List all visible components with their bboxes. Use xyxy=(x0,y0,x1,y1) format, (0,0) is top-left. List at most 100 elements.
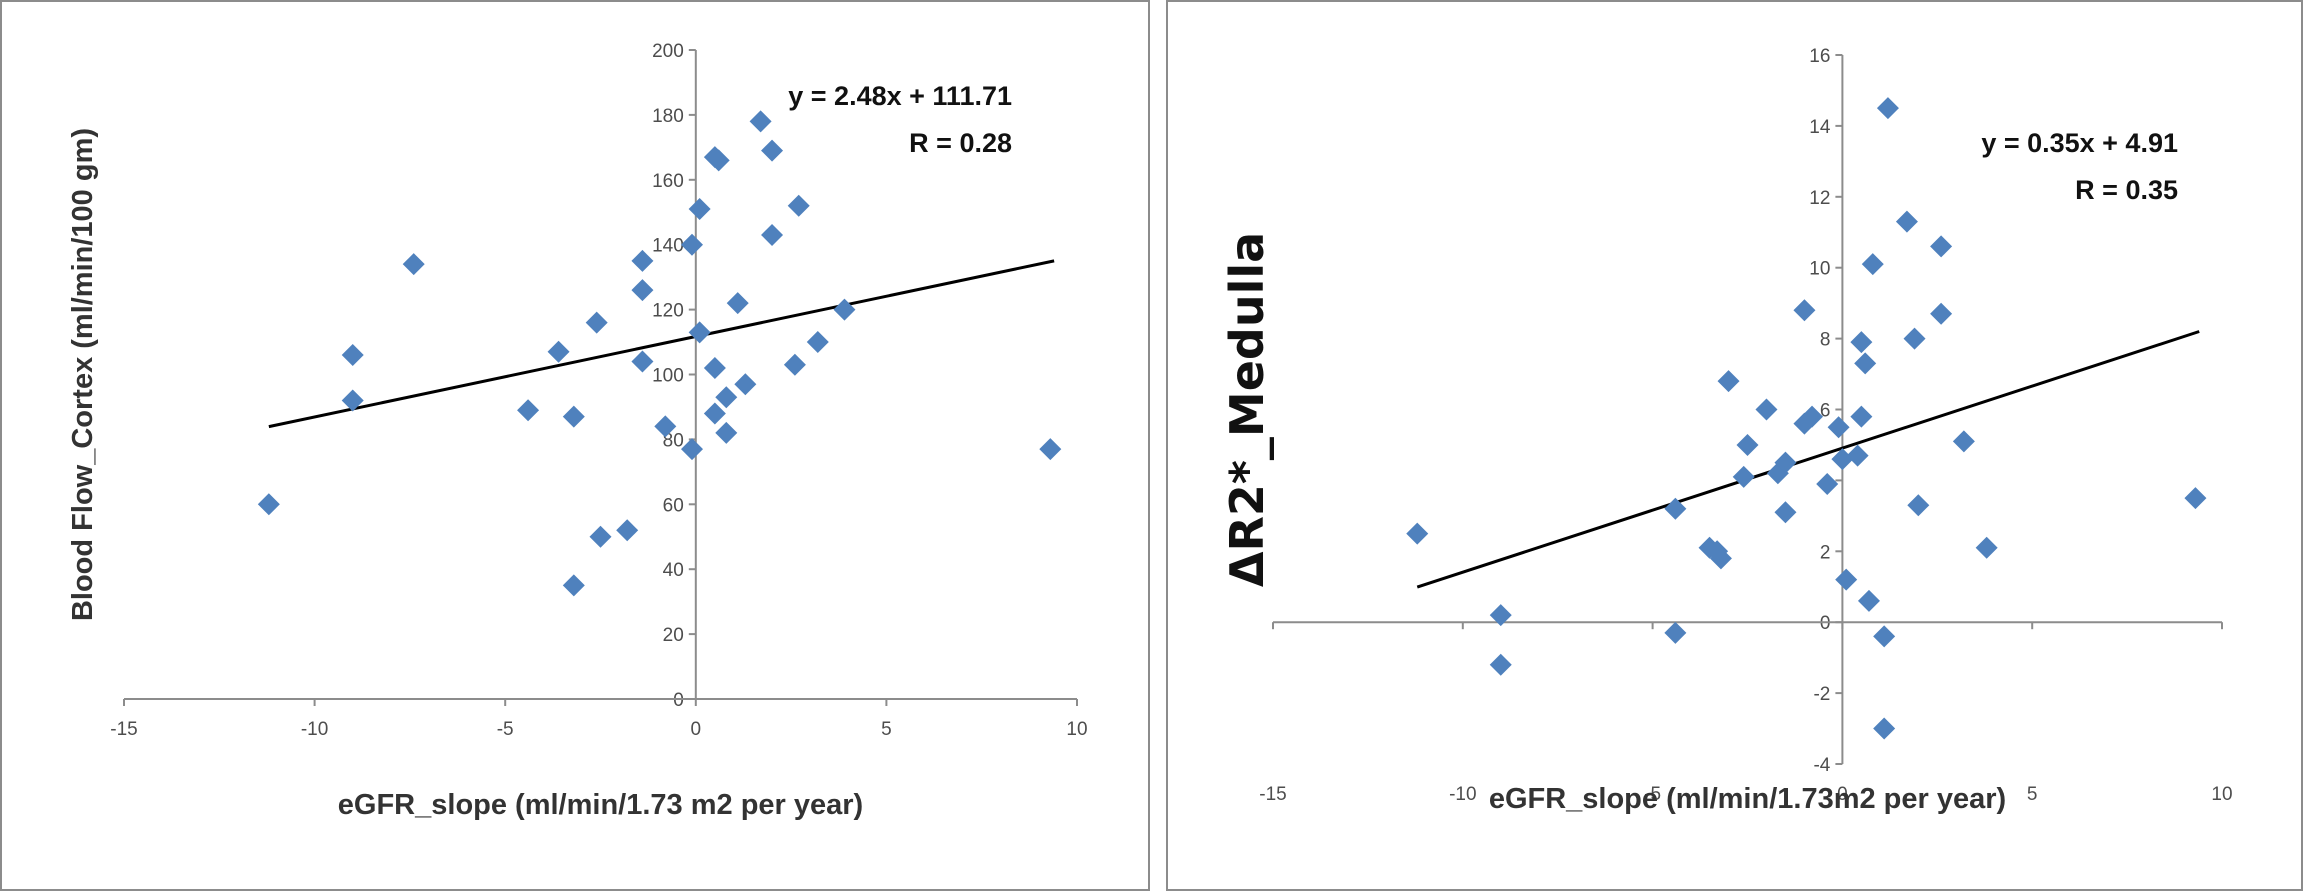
data-point xyxy=(589,525,612,548)
data-point xyxy=(257,493,280,516)
data-point xyxy=(715,386,738,409)
data-point xyxy=(1861,253,1884,276)
data-point xyxy=(1489,604,1512,627)
data-point xyxy=(1709,547,1732,570)
data-point xyxy=(1930,235,1953,258)
data-point xyxy=(1698,536,1721,559)
y-tick-label: 6 xyxy=(1820,401,1831,422)
data-point xyxy=(749,110,772,133)
y-tick-label: 2 xyxy=(1820,542,1831,563)
data-point xyxy=(562,574,585,597)
data-point xyxy=(631,279,654,302)
data-point xyxy=(833,298,856,321)
y-tick-label: 10 xyxy=(1809,259,1830,280)
data-point xyxy=(787,194,810,217)
data-point xyxy=(734,373,757,396)
data-point xyxy=(1774,501,1797,524)
x-tick-label: -10 xyxy=(1449,784,1476,805)
data-point xyxy=(341,389,364,412)
x-tick-label: -15 xyxy=(1259,784,1286,805)
y-tick-label: 40 xyxy=(663,560,684,581)
data-point xyxy=(1816,472,1839,495)
data-point xyxy=(1717,370,1740,393)
data-point xyxy=(703,402,726,425)
data-point xyxy=(1903,327,1926,350)
data-point xyxy=(707,149,730,172)
data-point xyxy=(1857,589,1880,612)
x-axis-title: eGFR_slope (ml/min/1.73 m2 per year) xyxy=(338,789,863,821)
y-tick-label: 200 xyxy=(652,41,684,62)
data-point xyxy=(341,344,364,367)
data-point xyxy=(585,311,608,334)
data-point xyxy=(1736,433,1759,456)
trendline xyxy=(268,259,1055,429)
data-point xyxy=(761,139,784,162)
data-point xyxy=(1895,210,1918,233)
data-point xyxy=(1930,302,1953,325)
data-point xyxy=(1907,494,1930,517)
y-tick-label: 80 xyxy=(663,430,684,451)
data-point xyxy=(547,340,570,363)
y-axis-title: Blood Flow_Cortex (ml/min/100 gm) xyxy=(67,128,99,621)
y-tick-label: 0 xyxy=(1820,613,1831,634)
data-point xyxy=(1846,444,1869,467)
x-tick-label: 5 xyxy=(2027,784,2038,805)
data-point xyxy=(783,353,806,376)
data-point xyxy=(680,438,703,461)
data-point xyxy=(1489,653,1512,676)
data-point xyxy=(1827,416,1850,439)
data-point xyxy=(680,233,703,256)
y-tick-label: 0 xyxy=(673,690,684,711)
correlation-r-value: R = 0.35 xyxy=(2075,175,2178,205)
data-point xyxy=(562,405,585,428)
data-point xyxy=(654,415,677,438)
data-point xyxy=(688,198,711,221)
data-point xyxy=(1873,717,1896,740)
data-point xyxy=(806,331,829,354)
data-point xyxy=(631,350,654,373)
x-tick-label: 5 xyxy=(881,719,892,740)
data-point xyxy=(1664,621,1687,644)
data-point xyxy=(703,357,726,380)
blood-flow-scatter-chart: 0 20 40 60 80 100 120 140 160 180 200 -15 -10 -5 0 5 10 y… xyxy=(67,41,1088,821)
data-point xyxy=(1850,331,1873,354)
data-point xyxy=(1774,451,1797,474)
trendline-equation: y = 2.48x + 111.71 xyxy=(788,81,1012,111)
y-tick-label: -2 xyxy=(1813,684,1830,705)
data-point xyxy=(1835,568,1858,591)
data-point xyxy=(1831,448,1854,471)
data-point xyxy=(715,421,738,444)
data-point xyxy=(1664,497,1687,520)
data-point xyxy=(688,321,711,344)
data-point xyxy=(1850,405,1873,428)
y-tick-label: 180 xyxy=(652,106,684,127)
correlation-r-value: R = 0.28 xyxy=(909,128,1012,158)
data-point xyxy=(761,223,784,246)
x-tick-label: -15 xyxy=(110,719,137,740)
y-tick-label: 12 xyxy=(1809,188,1830,209)
trendline-equation: y = 0.35x + 4.91 xyxy=(1981,128,2178,158)
x-tick-label: -5 xyxy=(497,719,514,740)
y-axis-title: ΔR2*_Medulla xyxy=(1220,232,1274,587)
data-point xyxy=(1039,438,1062,461)
data-point xyxy=(1952,430,1975,453)
data-point xyxy=(631,249,654,272)
y-tick-label: 16 xyxy=(1809,46,1830,67)
y-tick-label: 60 xyxy=(663,495,684,516)
x-tick-label: -5 xyxy=(1644,784,1661,805)
x-tick-label: -10 xyxy=(301,719,328,740)
y-tick-label: 100 xyxy=(652,366,684,387)
data-point xyxy=(1755,398,1778,421)
x-tick-label: 10 xyxy=(2211,784,2232,805)
data-point xyxy=(1732,465,1755,488)
y-tick-label: 14 xyxy=(1809,117,1831,138)
data-point xyxy=(1873,625,1896,648)
y-tick-label: 20 xyxy=(663,625,684,646)
data-point xyxy=(1854,352,1877,375)
data-point xyxy=(1793,299,1816,322)
data-point xyxy=(402,253,425,276)
y-tick-label: 140 xyxy=(652,236,684,257)
trendline xyxy=(1416,330,2200,589)
data-point xyxy=(1975,536,1998,559)
